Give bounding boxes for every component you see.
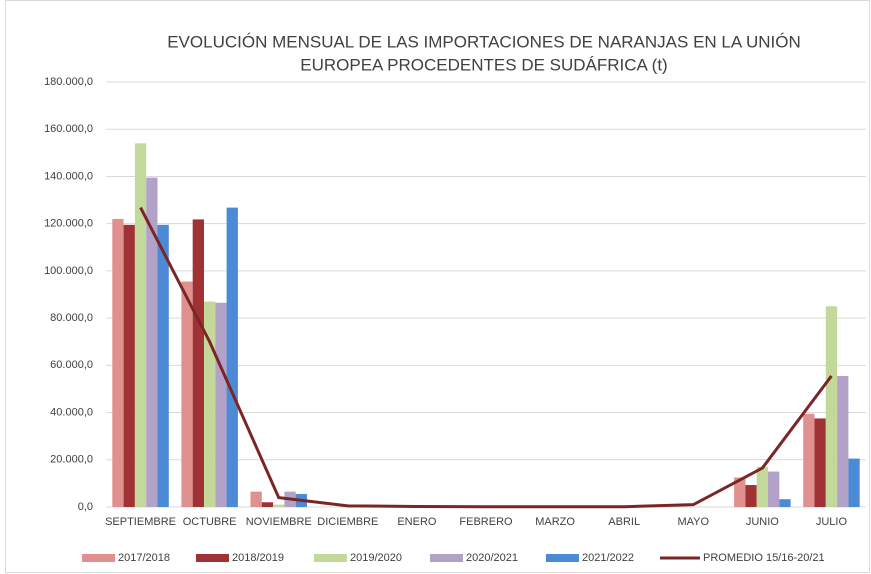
bar — [157, 224, 169, 507]
y-tick-label: 160.000,0 — [44, 123, 93, 135]
chart-title: EVOLUCIÓN MENSUAL DE LAS IMPORTACIONES D… — [167, 32, 801, 51]
legend-label: 2018/2019 — [232, 552, 284, 564]
bar — [814, 418, 826, 507]
y-tick-label: 140.000,0 — [44, 170, 93, 182]
bar — [756, 466, 769, 507]
bar — [261, 502, 274, 507]
x-tick-label: JULIO — [816, 516, 848, 528]
bar — [848, 458, 860, 507]
x-tick-label: FEBRERO — [459, 516, 513, 528]
bar — [734, 477, 746, 507]
legend-swatch — [196, 554, 229, 562]
line — [139, 206, 833, 509]
x-tick-label: MAYO — [677, 516, 709, 528]
bar — [803, 413, 815, 507]
x-tick-label: NOVIEMBRE — [246, 516, 312, 528]
x-tick-label: OCTUBRE — [183, 516, 237, 528]
x-tick-label: JUNIO — [746, 516, 779, 528]
x-tick-label: DICIEMBRE — [317, 516, 378, 528]
y-tick-label: 120.000,0 — [44, 218, 93, 230]
bar — [250, 491, 262, 507]
bar — [837, 375, 849, 507]
bar — [134, 143, 147, 507]
bar — [768, 471, 780, 507]
bar — [192, 219, 204, 507]
y-tick-label: 180.000,0 — [44, 76, 93, 88]
bar — [215, 302, 227, 507]
legend-swatch — [546, 554, 579, 562]
bar — [203, 301, 216, 507]
bar — [146, 177, 158, 507]
bar — [123, 224, 135, 507]
legend-label: 2017/2018 — [118, 552, 170, 564]
bar — [112, 218, 124, 507]
bar — [273, 504, 285, 507]
y-tick-label: 100.000,0 — [44, 265, 93, 277]
y-tick-label: 60.000,0 — [50, 359, 93, 371]
legend-label: 2020/2021 — [466, 552, 518, 564]
legend-swatch — [430, 554, 463, 562]
chart-title: EUROPEA PROCEDENTES DE SUDÁFRICA (t) — [300, 55, 667, 74]
y-tick-label: 20.000,0 — [50, 454, 93, 466]
x-tick-label: MARZO — [535, 516, 575, 528]
y-tick-label: 0,0 — [78, 501, 93, 513]
legend-label: 2019/2020 — [350, 552, 402, 564]
x-tick-label: ABRIL — [608, 516, 640, 528]
bar — [825, 306, 838, 507]
legend-label: 2021/2022 — [582, 552, 634, 564]
bar — [779, 499, 791, 507]
legend-swatch — [82, 554, 115, 562]
y-tick-label: 80.000,0 — [50, 312, 93, 324]
x-tick-label: SEPTIEMBRE — [105, 516, 176, 528]
x-tick-label: ENERO — [397, 516, 437, 528]
bar — [181, 281, 193, 507]
legend-label: PROMEDIO 15/16-20/21 — [703, 552, 825, 564]
bar — [226, 207, 238, 507]
bar — [745, 485, 757, 507]
y-tick-label: 40.000,0 — [50, 406, 93, 418]
legend-swatch — [314, 554, 347, 562]
